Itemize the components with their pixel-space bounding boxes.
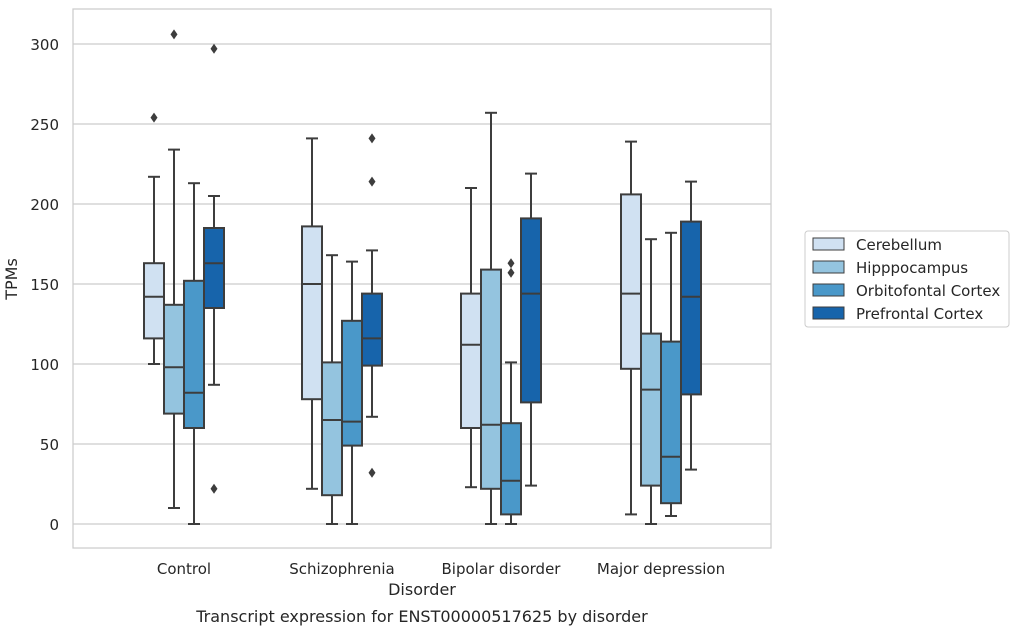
legend-label: Prefrontal Cortex (856, 305, 983, 323)
box-hipppocampus (480, 111, 502, 525)
box-hipppocampus (640, 238, 662, 525)
box-iqr (500, 422, 522, 516)
box-iqr (341, 319, 363, 447)
box-orbitofontal-cortex (183, 182, 205, 525)
y-tick-label: 200 (30, 196, 59, 214)
box-iqr (460, 292, 482, 429)
box-prefrontal-cortex (361, 133, 383, 478)
box-series (143, 29, 702, 525)
legend-label: Cerebellum (856, 236, 942, 254)
y-tick-label: 150 (30, 276, 59, 294)
outlier-point (368, 133, 376, 144)
outlier-point (210, 43, 218, 54)
y-tick-label: 50 (40, 436, 59, 454)
box-prefrontal-cortex (680, 180, 702, 471)
outlier-point (368, 176, 376, 187)
box-prefrontal-cortex (520, 172, 542, 487)
box-hipppocampus (163, 29, 185, 509)
x-tick-label: Major depression (597, 560, 725, 578)
box-iqr (680, 220, 702, 396)
x-axis-label: Disorder (388, 580, 456, 599)
box-orbitofontal-cortex (500, 258, 522, 525)
x-tick-label: Control (157, 560, 211, 578)
legend-swatch (812, 306, 845, 320)
y-tick-label: 0 (49, 516, 59, 534)
y-tick-label: 100 (30, 356, 59, 374)
chart-caption: Transcript expression for ENST0000051762… (195, 607, 648, 626)
legend-label: Orbitofontal Cortex (856, 282, 1000, 300)
y-tick-label: 250 (30, 116, 59, 134)
outlier-point (368, 467, 376, 478)
legend-swatch (812, 237, 845, 251)
box-iqr (640, 332, 662, 487)
outlier-point (507, 267, 515, 278)
outlier-point (150, 112, 158, 123)
box-iqr (163, 303, 185, 415)
box-prefrontal-cortex (203, 43, 225, 494)
x-tick-label: Bipolar disorder (442, 560, 562, 578)
outlier-point (507, 258, 515, 269)
box-cerebellum (620, 140, 642, 516)
y-axis-label: TPMs (2, 258, 21, 301)
box-cerebellum (143, 112, 165, 365)
box-orbitofontal-cortex (660, 231, 682, 517)
box-iqr (301, 225, 323, 401)
box-cerebellum (460, 187, 482, 489)
legend-label: Hipppocampus (856, 259, 968, 277)
box-iqr (203, 227, 225, 309)
box-iqr (620, 193, 642, 370)
box-iqr (660, 340, 682, 505)
y-tick-label: 300 (30, 36, 59, 54)
x-axis-ticks: Control Schizophrenia Bipolar disorder Majo… (157, 560, 725, 578)
outlier-point (170, 29, 178, 40)
legend-swatch (812, 260, 845, 274)
y-axis-ticks: 0 50 100 150 200 250 300 (30, 36, 59, 534)
box-iqr (143, 262, 165, 340)
box-iqr (520, 217, 542, 404)
box-orbitofontal-cortex (341, 260, 363, 525)
box-iqr (321, 361, 343, 497)
legend-swatch (812, 283, 845, 297)
box-iqr (480, 268, 502, 490)
legend-frame (804, 230, 1010, 328)
box-iqr (183, 279, 205, 429)
box-cerebellum (301, 137, 323, 490)
legend: Cerebellum Hipppocampus Orbitofontal Corte… (804, 230, 1010, 328)
outlier-point (210, 483, 218, 494)
x-tick-label: Schizophrenia (289, 560, 394, 578)
box-iqr (361, 292, 383, 367)
